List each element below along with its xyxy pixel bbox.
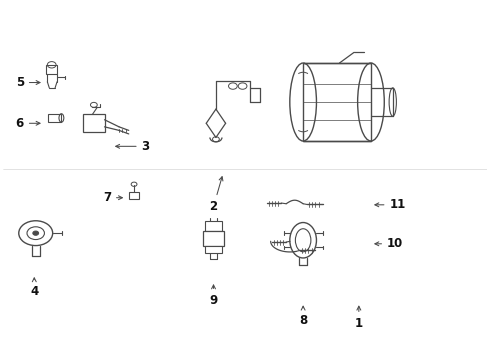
Text: 10: 10 bbox=[375, 237, 403, 250]
Text: 11: 11 bbox=[375, 198, 406, 211]
Bar bbox=[203, 231, 224, 246]
Text: 3: 3 bbox=[116, 140, 150, 153]
Bar bbox=[205, 221, 222, 231]
Bar bbox=[303, 63, 371, 141]
Circle shape bbox=[33, 231, 39, 235]
Text: 6: 6 bbox=[16, 117, 40, 130]
Bar bbox=[129, 192, 139, 199]
Bar bbox=[47, 65, 57, 74]
Text: 1: 1 bbox=[355, 306, 363, 330]
Text: 4: 4 bbox=[30, 278, 38, 298]
Text: 9: 9 bbox=[209, 285, 218, 307]
Bar bbox=[205, 246, 222, 253]
Text: 8: 8 bbox=[299, 306, 307, 327]
Bar bbox=[83, 114, 104, 132]
Text: 2: 2 bbox=[209, 177, 223, 213]
Text: 5: 5 bbox=[16, 76, 40, 89]
Text: 7: 7 bbox=[103, 191, 122, 204]
Bar bbox=[48, 114, 61, 122]
